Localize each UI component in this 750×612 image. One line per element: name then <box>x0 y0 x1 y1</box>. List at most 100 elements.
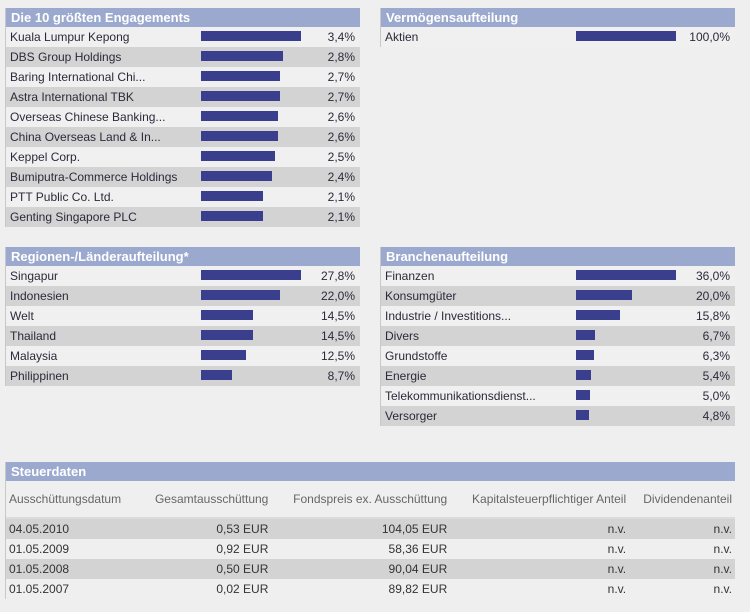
item-bar <box>201 370 233 380</box>
regionen-panel: Regionen-/Länderaufteilung* Singapur 27,8… <box>5 247 360 386</box>
item-label: China Overseas Land & In... <box>10 130 161 144</box>
item-value: 5,4% <box>702 369 730 383</box>
item-value: 8,7% <box>327 369 355 383</box>
column-header: Ausschüttungsdatum <box>6 481 138 519</box>
item-value: 2,5% <box>327 150 355 164</box>
item-value: 15,8% <box>695 309 730 323</box>
item-value: 5,0% <box>702 389 730 403</box>
item-bar <box>201 111 278 121</box>
item-value: 14,5% <box>320 309 355 323</box>
item-label: Industrie / Investitions... <box>385 309 512 323</box>
item-label: Energie <box>385 369 427 383</box>
item-bar <box>201 31 301 41</box>
item-value: 2,4% <box>327 170 355 184</box>
branchen-panel: Branchenaufteilung Finanzen 36,0% Konsumgü… <box>380 247 735 426</box>
item-bar <box>201 310 254 320</box>
item-label: Indonesien <box>10 289 69 303</box>
list-item: Astra International TBK 2,7% <box>6 87 360 107</box>
steuer-table: Ausschüttungsdatum Gesamtausschüttung Fond… <box>6 481 735 599</box>
table-row: 04.05.2010 0,53 EUR 104,05 EUR n.v. n.v. <box>6 518 735 539</box>
item-value: 2,8% <box>327 50 355 64</box>
item-label: Genting Singapore PLC <box>10 210 137 224</box>
table-cell: n.v. <box>607 582 627 596</box>
item-label: Overseas Chinese Banking... <box>10 110 166 124</box>
item-label: Konsumgüter <box>385 289 457 303</box>
list-item: Versorger 4,8% <box>381 406 735 426</box>
item-bar <box>576 390 590 400</box>
item-value: 4,8% <box>702 409 730 423</box>
panel-title: Vermögensaufteilung <box>381 8 735 27</box>
item-label: Bumiputra-Commerce Holdings <box>10 170 178 184</box>
item-bar <box>201 211 263 221</box>
item-bar <box>576 31 676 41</box>
item-bar <box>201 151 275 161</box>
table-cell: 89,82 EUR <box>388 582 448 596</box>
item-label: Keppel Corp. <box>10 150 81 164</box>
table-cell: n.v. <box>607 522 627 536</box>
item-bar <box>576 410 590 420</box>
table-cell: n.v. <box>607 562 627 576</box>
list-item: Konsumgüter 20,0% <box>381 286 735 306</box>
table-cell: n.v. <box>713 582 732 596</box>
table-cell: 04.05.2010 <box>9 522 70 536</box>
table-cell: 104,05 EUR <box>381 522 448 536</box>
item-value: 3,4% <box>327 30 355 44</box>
table-cell: n.v. <box>607 542 627 556</box>
table-cell: 0,50 EUR <box>216 562 269 576</box>
table-cell: 0,92 EUR <box>216 542 269 556</box>
list-item: Kuala Lumpur Kepong 3,4% <box>6 27 360 47</box>
table-cell: n.v. <box>713 562 732 576</box>
column-header: Gesamtausschüttung <box>137 481 272 519</box>
list-item: Finanzen 36,0% <box>381 266 735 286</box>
table-row: 01.05.2007 0,02 EUR 89,82 EUR n.v. n.v. <box>6 579 735 599</box>
item-label: Kuala Lumpur Kepong <box>10 30 130 44</box>
item-value: 6,3% <box>702 349 730 363</box>
item-bar <box>201 191 263 201</box>
table-cell: 01.05.2008 <box>9 562 70 576</box>
item-value: 2,6% <box>327 130 355 144</box>
list-item: DBS Group Holdings 2,8% <box>6 47 360 67</box>
item-value: 14,5% <box>320 329 355 343</box>
item-label: DBS Group Holdings <box>10 50 122 64</box>
item-value: 27,8% <box>320 269 355 283</box>
column-header: Fondspreis ex. Ausschüttung <box>271 481 451 519</box>
item-label: Malaysia <box>10 349 58 363</box>
column-header: Kapitalsteuerpflichtiger Anteil <box>450 481 630 519</box>
item-value: 2,7% <box>327 70 355 84</box>
list-item: Welt 14,5% <box>6 306 360 326</box>
list-item: Energie 5,4% <box>381 366 735 386</box>
table-row: 01.05.2009 0,92 EUR 58,36 EUR n.v. n.v. <box>6 539 735 559</box>
item-label: Thailand <box>10 329 57 343</box>
list-item: Genting Singapore PLC 2,1% <box>6 207 360 227</box>
item-bar <box>201 171 272 181</box>
item-value: 2,1% <box>327 210 355 224</box>
item-label: Philippinen <box>10 369 69 383</box>
table-cell: 0,53 EUR <box>216 522 269 536</box>
table-cell: 90,04 EUR <box>388 562 448 576</box>
item-label: Divers <box>385 329 420 343</box>
list-item: Thailand 14,5% <box>6 326 360 346</box>
table-row: 01.05.2008 0,50 EUR 90,04 EUR n.v. n.v. <box>6 559 735 579</box>
item-bar <box>576 290 632 300</box>
item-bar <box>201 71 281 81</box>
item-bar <box>576 270 676 280</box>
item-value: 12,5% <box>320 349 355 363</box>
table-cell: n.v. <box>713 542 732 556</box>
item-value: 36,0% <box>695 269 730 283</box>
panel-title: Branchenaufteilung <box>381 247 735 266</box>
item-bar <box>576 370 591 380</box>
list-item: Grundstoffe 6,3% <box>381 346 735 366</box>
list-item: China Overseas Land & In... 2,6% <box>6 127 360 147</box>
engagements-panel: Die 10 größten Engagements Kuala Lumpur … <box>5 8 360 227</box>
list-item: Aktien 100,0% <box>381 27 735 47</box>
table-cell: 01.05.2009 <box>9 542 70 556</box>
list-item: Overseas Chinese Banking... 2,6% <box>6 107 360 127</box>
item-value: 20,0% <box>695 289 730 303</box>
column-header: Dividendenanteil <box>629 481 735 519</box>
item-label: Singapur <box>10 269 59 283</box>
table-cell: 0,02 EUR <box>216 582 269 596</box>
item-value: 2,1% <box>327 190 355 204</box>
item-value: 2,7% <box>327 90 355 104</box>
list-item: Divers 6,7% <box>381 326 735 346</box>
item-label: Telekommunikationsdienst... <box>385 389 536 403</box>
